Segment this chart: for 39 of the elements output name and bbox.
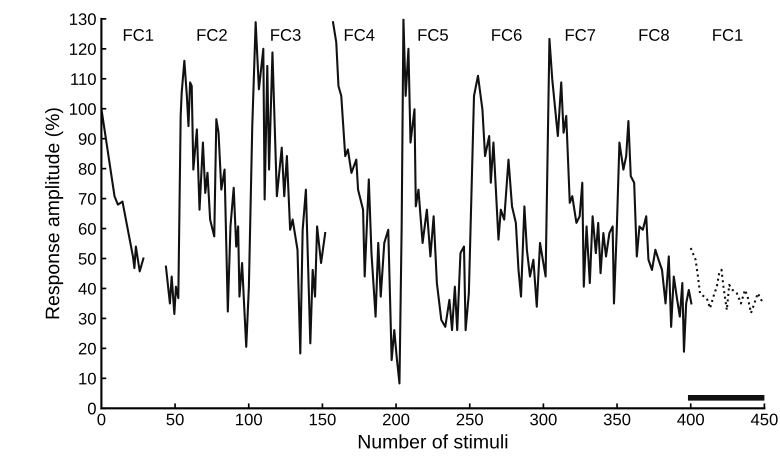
x-tick-label: 100 <box>236 414 262 426</box>
annotation: FC6 <box>492 29 522 41</box>
annotation: FC7 <box>566 29 596 41</box>
annotation: FC4 <box>344 29 374 41</box>
line-series <box>332 18 692 384</box>
y-tick-label: 30 <box>78 312 96 325</box>
y-tick-label: 130 <box>70 13 96 26</box>
y-tick-label: 70 <box>78 193 96 205</box>
x-tick-label: 150 <box>310 414 336 426</box>
annotation: FC1 <box>124 29 154 41</box>
y-tick-label: 110 <box>71 73 96 85</box>
y-tick-label: 120 <box>70 43 96 56</box>
y-tick-label: 60 <box>78 222 96 235</box>
annotation: FC8 <box>640 29 669 41</box>
x-tick-label: 50 <box>166 414 184 426</box>
line-series <box>690 246 764 314</box>
annotation: FC5 <box>418 29 448 41</box>
x-tick-label: 250 <box>456 414 483 426</box>
annotation: FC1 <box>713 29 742 41</box>
x-tick-label: 200 <box>383 414 410 426</box>
x-axis-title: Number of stimuli <box>358 434 508 449</box>
y-tick-label: 50 <box>78 252 96 265</box>
x-tick-label: 450 <box>750 414 778 426</box>
y-tick-label: 40 <box>78 282 96 295</box>
line-series <box>101 108 144 272</box>
annotation: FC2 <box>198 29 227 41</box>
line-series <box>164 21 326 355</box>
y-tick-label: 10 <box>79 372 96 385</box>
x-tick-label: 400 <box>677 414 704 426</box>
x-tick-label: 300 <box>530 414 557 426</box>
y-tick-label: 0 <box>88 402 96 414</box>
y-tick-label: 90 <box>78 133 96 145</box>
y-tick-label: 100 <box>70 103 96 115</box>
y-tick-label: 20 <box>78 342 96 355</box>
y-axis-title: Response amplitude (%) <box>45 108 64 318</box>
y-tick-label: 80 <box>78 163 96 175</box>
x-tick-label: 0 <box>97 414 106 426</box>
x-tick-label: 350 <box>604 414 630 426</box>
annotation: FC3 <box>271 29 301 41</box>
